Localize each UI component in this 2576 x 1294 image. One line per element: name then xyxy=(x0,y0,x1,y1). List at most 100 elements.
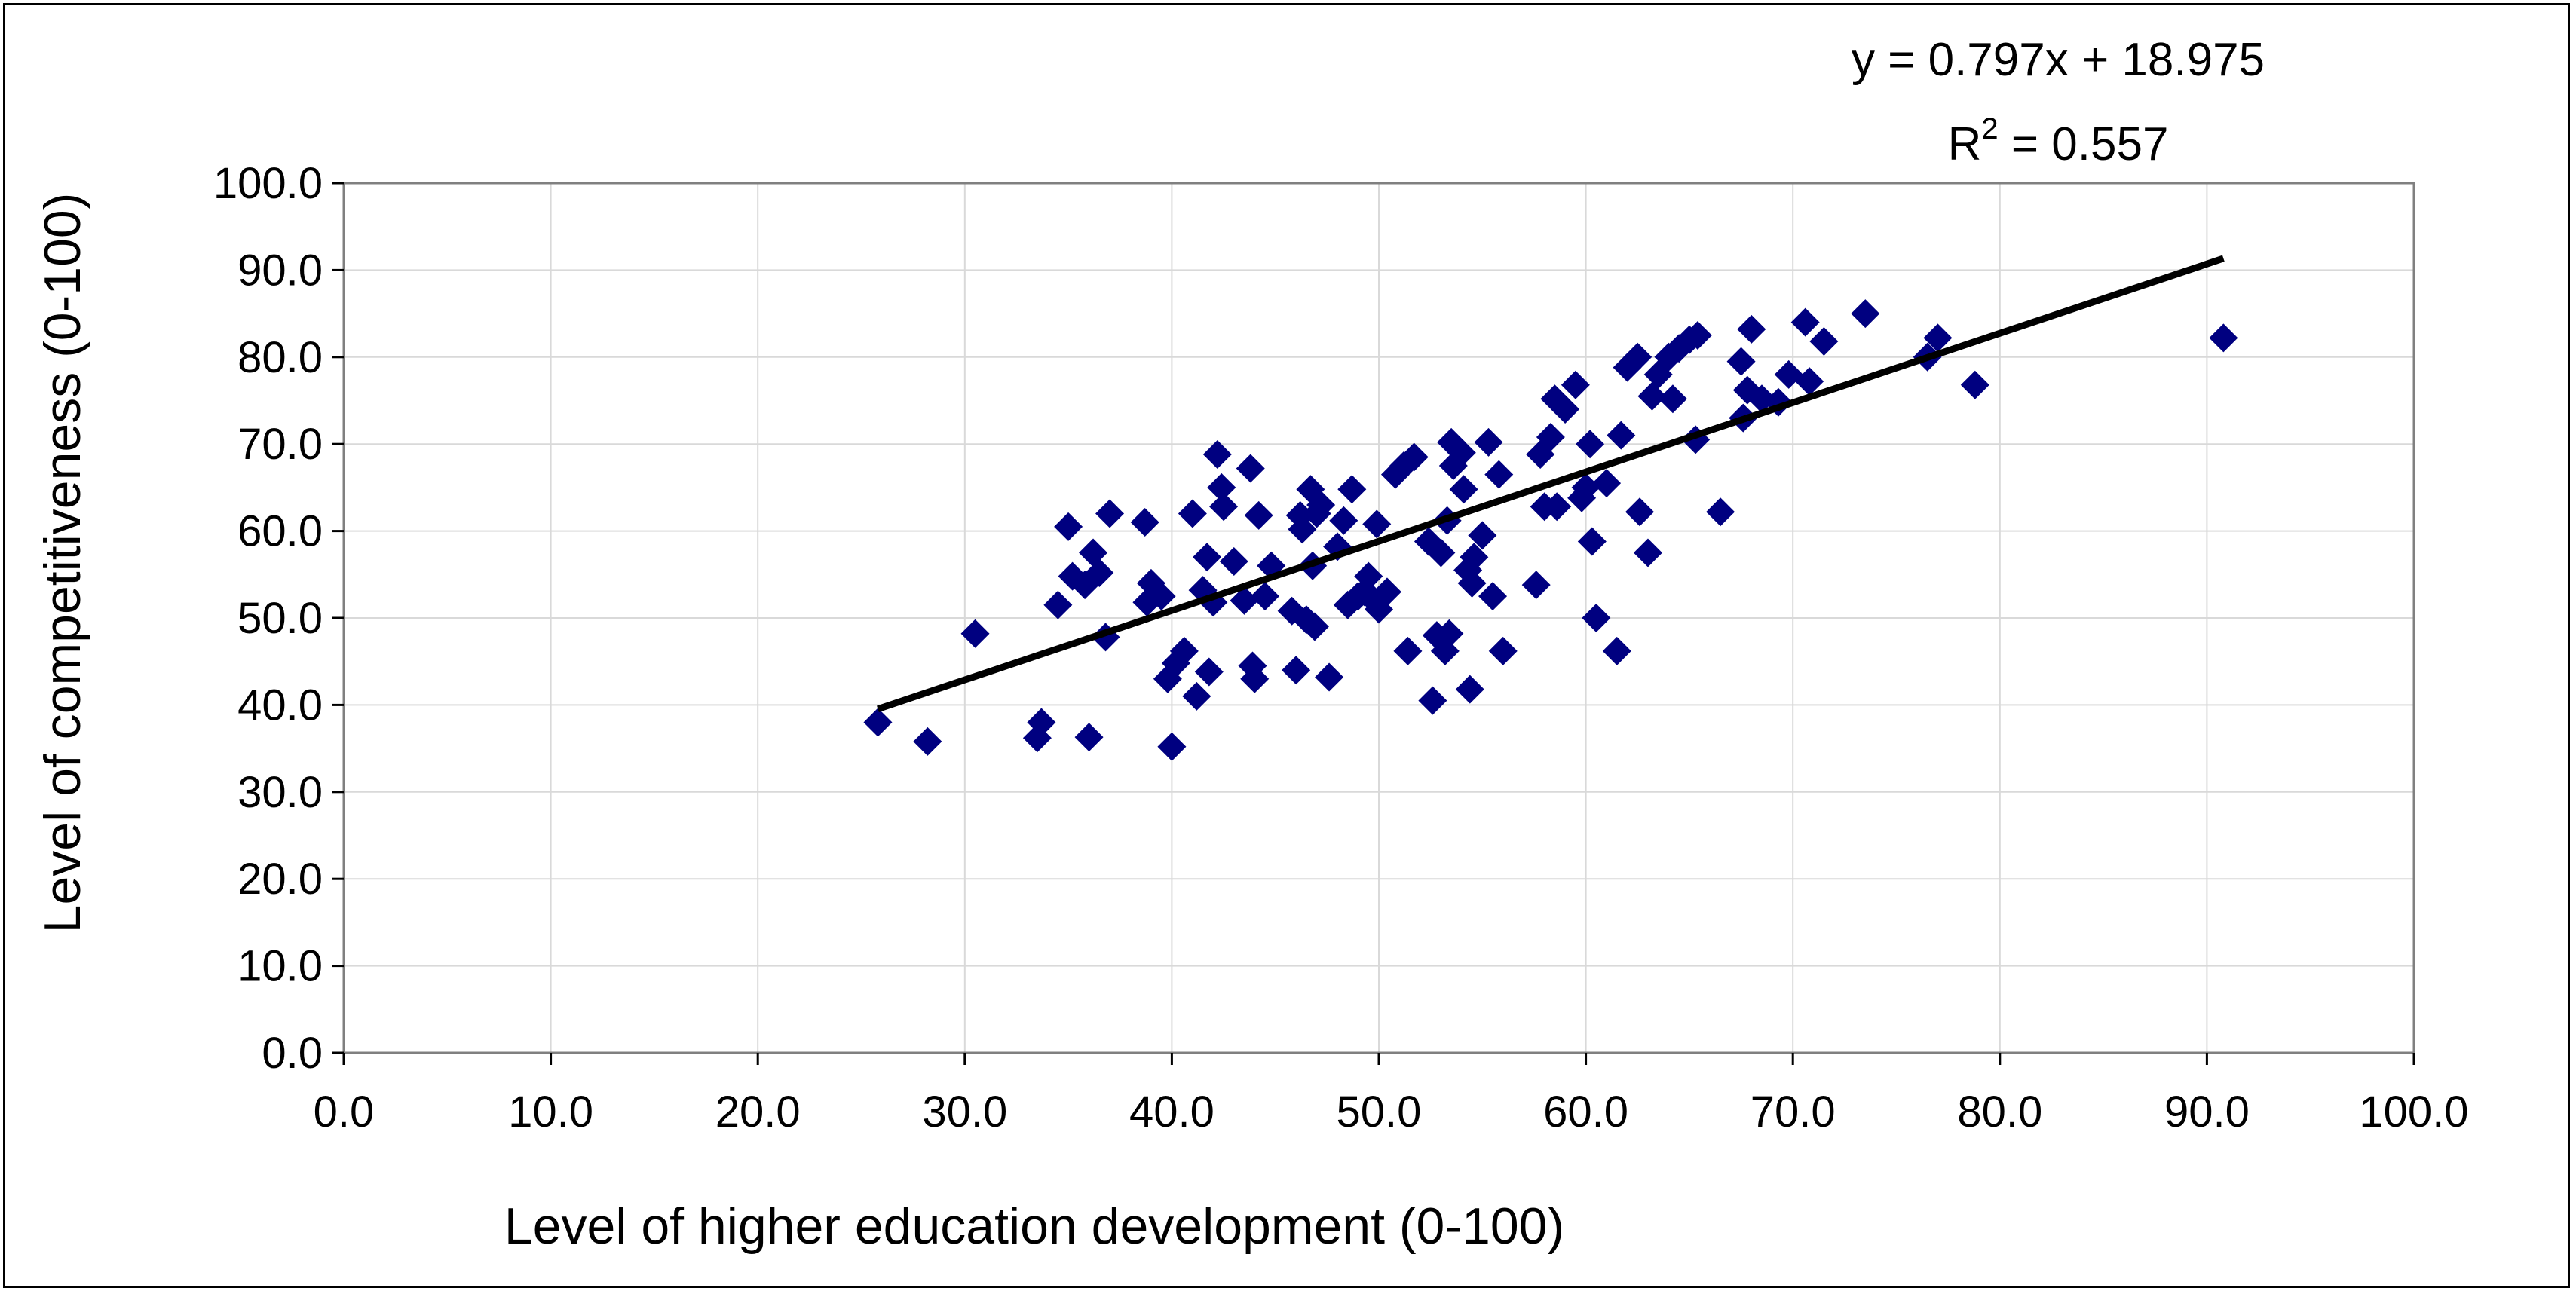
data-point xyxy=(1449,475,1478,504)
r-squared-superscript: 2 xyxy=(1981,112,1998,145)
data-point xyxy=(1447,438,1476,467)
grid-lines xyxy=(344,183,2414,1053)
trendline xyxy=(877,255,2225,713)
data-point xyxy=(1193,543,1222,572)
data-point xyxy=(1219,546,1248,576)
data-point xyxy=(1169,636,1199,665)
data-point xyxy=(1576,430,1605,459)
y-tick-label: 30.0 xyxy=(237,768,323,817)
data-point xyxy=(1354,561,1383,591)
trendline-equation: y = 0.797x + 18.975 xyxy=(1852,34,2265,86)
data-point xyxy=(1282,656,1311,685)
data-point xyxy=(1706,497,1735,527)
data-point xyxy=(1637,381,1667,411)
data-point xyxy=(960,619,990,648)
data-point xyxy=(1577,527,1607,556)
data-point xyxy=(2209,323,2238,353)
data-point xyxy=(1130,508,1159,537)
data-point xyxy=(1362,509,1392,539)
data-point xyxy=(1043,590,1073,619)
data-point xyxy=(1592,469,1622,498)
x-tick-label: 0.0 xyxy=(314,1088,375,1136)
data-point xyxy=(1478,582,1508,611)
data-point xyxy=(1207,473,1236,502)
data-point xyxy=(1561,370,1590,399)
data-point xyxy=(1209,492,1239,522)
data-point xyxy=(1250,582,1279,611)
data-point xyxy=(1054,512,1083,541)
data-point xyxy=(1147,582,1176,611)
data-point xyxy=(1582,604,1611,632)
y-tick-label: 70.0 xyxy=(237,420,323,469)
data-point xyxy=(1306,490,1336,519)
x-tick-label: 100.0 xyxy=(2359,1088,2468,1136)
data-point xyxy=(1418,686,1447,715)
data-point xyxy=(1923,323,1953,353)
chart-frame xyxy=(3,3,2570,1288)
data-point xyxy=(1182,681,1211,711)
data-point xyxy=(1607,421,1636,450)
data-point xyxy=(1393,636,1423,665)
data-point xyxy=(1488,636,1518,665)
data-point xyxy=(1194,657,1224,687)
data-point xyxy=(1474,427,1503,457)
data-point xyxy=(1960,370,1989,399)
data-point xyxy=(1074,723,1104,752)
x-axis-title: Level of higher education development (0… xyxy=(504,1198,1564,1255)
data-point xyxy=(1726,347,1756,376)
data-point xyxy=(1244,500,1273,530)
data-point xyxy=(1426,538,1456,567)
data-point xyxy=(1085,558,1114,587)
y-tick-label: 100.0 xyxy=(213,159,323,208)
data-point xyxy=(1329,506,1358,535)
data-point xyxy=(1623,342,1652,372)
y-tick-label: 50.0 xyxy=(237,594,323,643)
data-point xyxy=(1157,732,1187,761)
data-point xyxy=(1571,473,1600,502)
data-point xyxy=(1399,442,1429,472)
data-point xyxy=(1240,664,1270,693)
data-point xyxy=(1435,619,1464,648)
data-point xyxy=(1521,571,1551,600)
r-squared-prefix: R xyxy=(1948,118,1982,170)
data-point xyxy=(1602,636,1631,665)
data-point xyxy=(1536,422,1565,451)
data-point xyxy=(1683,320,1712,350)
y-tick-label: 80.0 xyxy=(237,333,323,382)
data-points xyxy=(863,299,2238,761)
axis-ticks xyxy=(332,182,2415,1065)
data-point xyxy=(1300,612,1329,641)
y-axis-title: Level of competitiveness (0-100) xyxy=(34,193,91,934)
data-point xyxy=(1178,499,1207,528)
data-point xyxy=(1851,299,1880,329)
data-point xyxy=(913,727,942,756)
x-tick-label: 80.0 xyxy=(1957,1088,2042,1136)
data-point xyxy=(1202,440,1232,470)
x-tick-label: 70.0 xyxy=(1751,1088,1836,1136)
x-tick-label: 60.0 xyxy=(1543,1088,1628,1136)
data-point xyxy=(1337,475,1367,504)
data-point xyxy=(1625,497,1654,527)
y-tick-labels: 0.0 10.0 20.0 30.0 40.0 50.0 60.0 70.0 80.0 90.0 1… xyxy=(213,159,323,1078)
x-tick-label: 40.0 xyxy=(1129,1088,1214,1136)
y-tick-label: 90.0 xyxy=(237,246,323,295)
data-point xyxy=(1236,454,1265,483)
r-squared-label: R2 = 0.557 xyxy=(1948,112,2169,170)
data-point xyxy=(1809,327,1839,356)
data-point xyxy=(1658,384,1687,414)
r-squared-value: = 0.557 xyxy=(1999,118,2169,170)
y-tick-label: 40.0 xyxy=(237,681,323,730)
data-point xyxy=(1230,586,1259,615)
data-point xyxy=(1737,314,1766,344)
x-tick-label: 20.0 xyxy=(715,1088,801,1136)
data-point xyxy=(1468,521,1497,550)
y-tick-label: 60.0 xyxy=(237,507,323,556)
data-point xyxy=(1095,499,1125,528)
y-tick-label: 0.0 xyxy=(262,1029,323,1078)
data-point xyxy=(1633,538,1662,567)
x-tick-label: 90.0 xyxy=(2164,1088,2250,1136)
data-point xyxy=(1795,367,1824,396)
data-point xyxy=(1484,460,1514,489)
x-tick-label: 30.0 xyxy=(922,1088,1007,1136)
